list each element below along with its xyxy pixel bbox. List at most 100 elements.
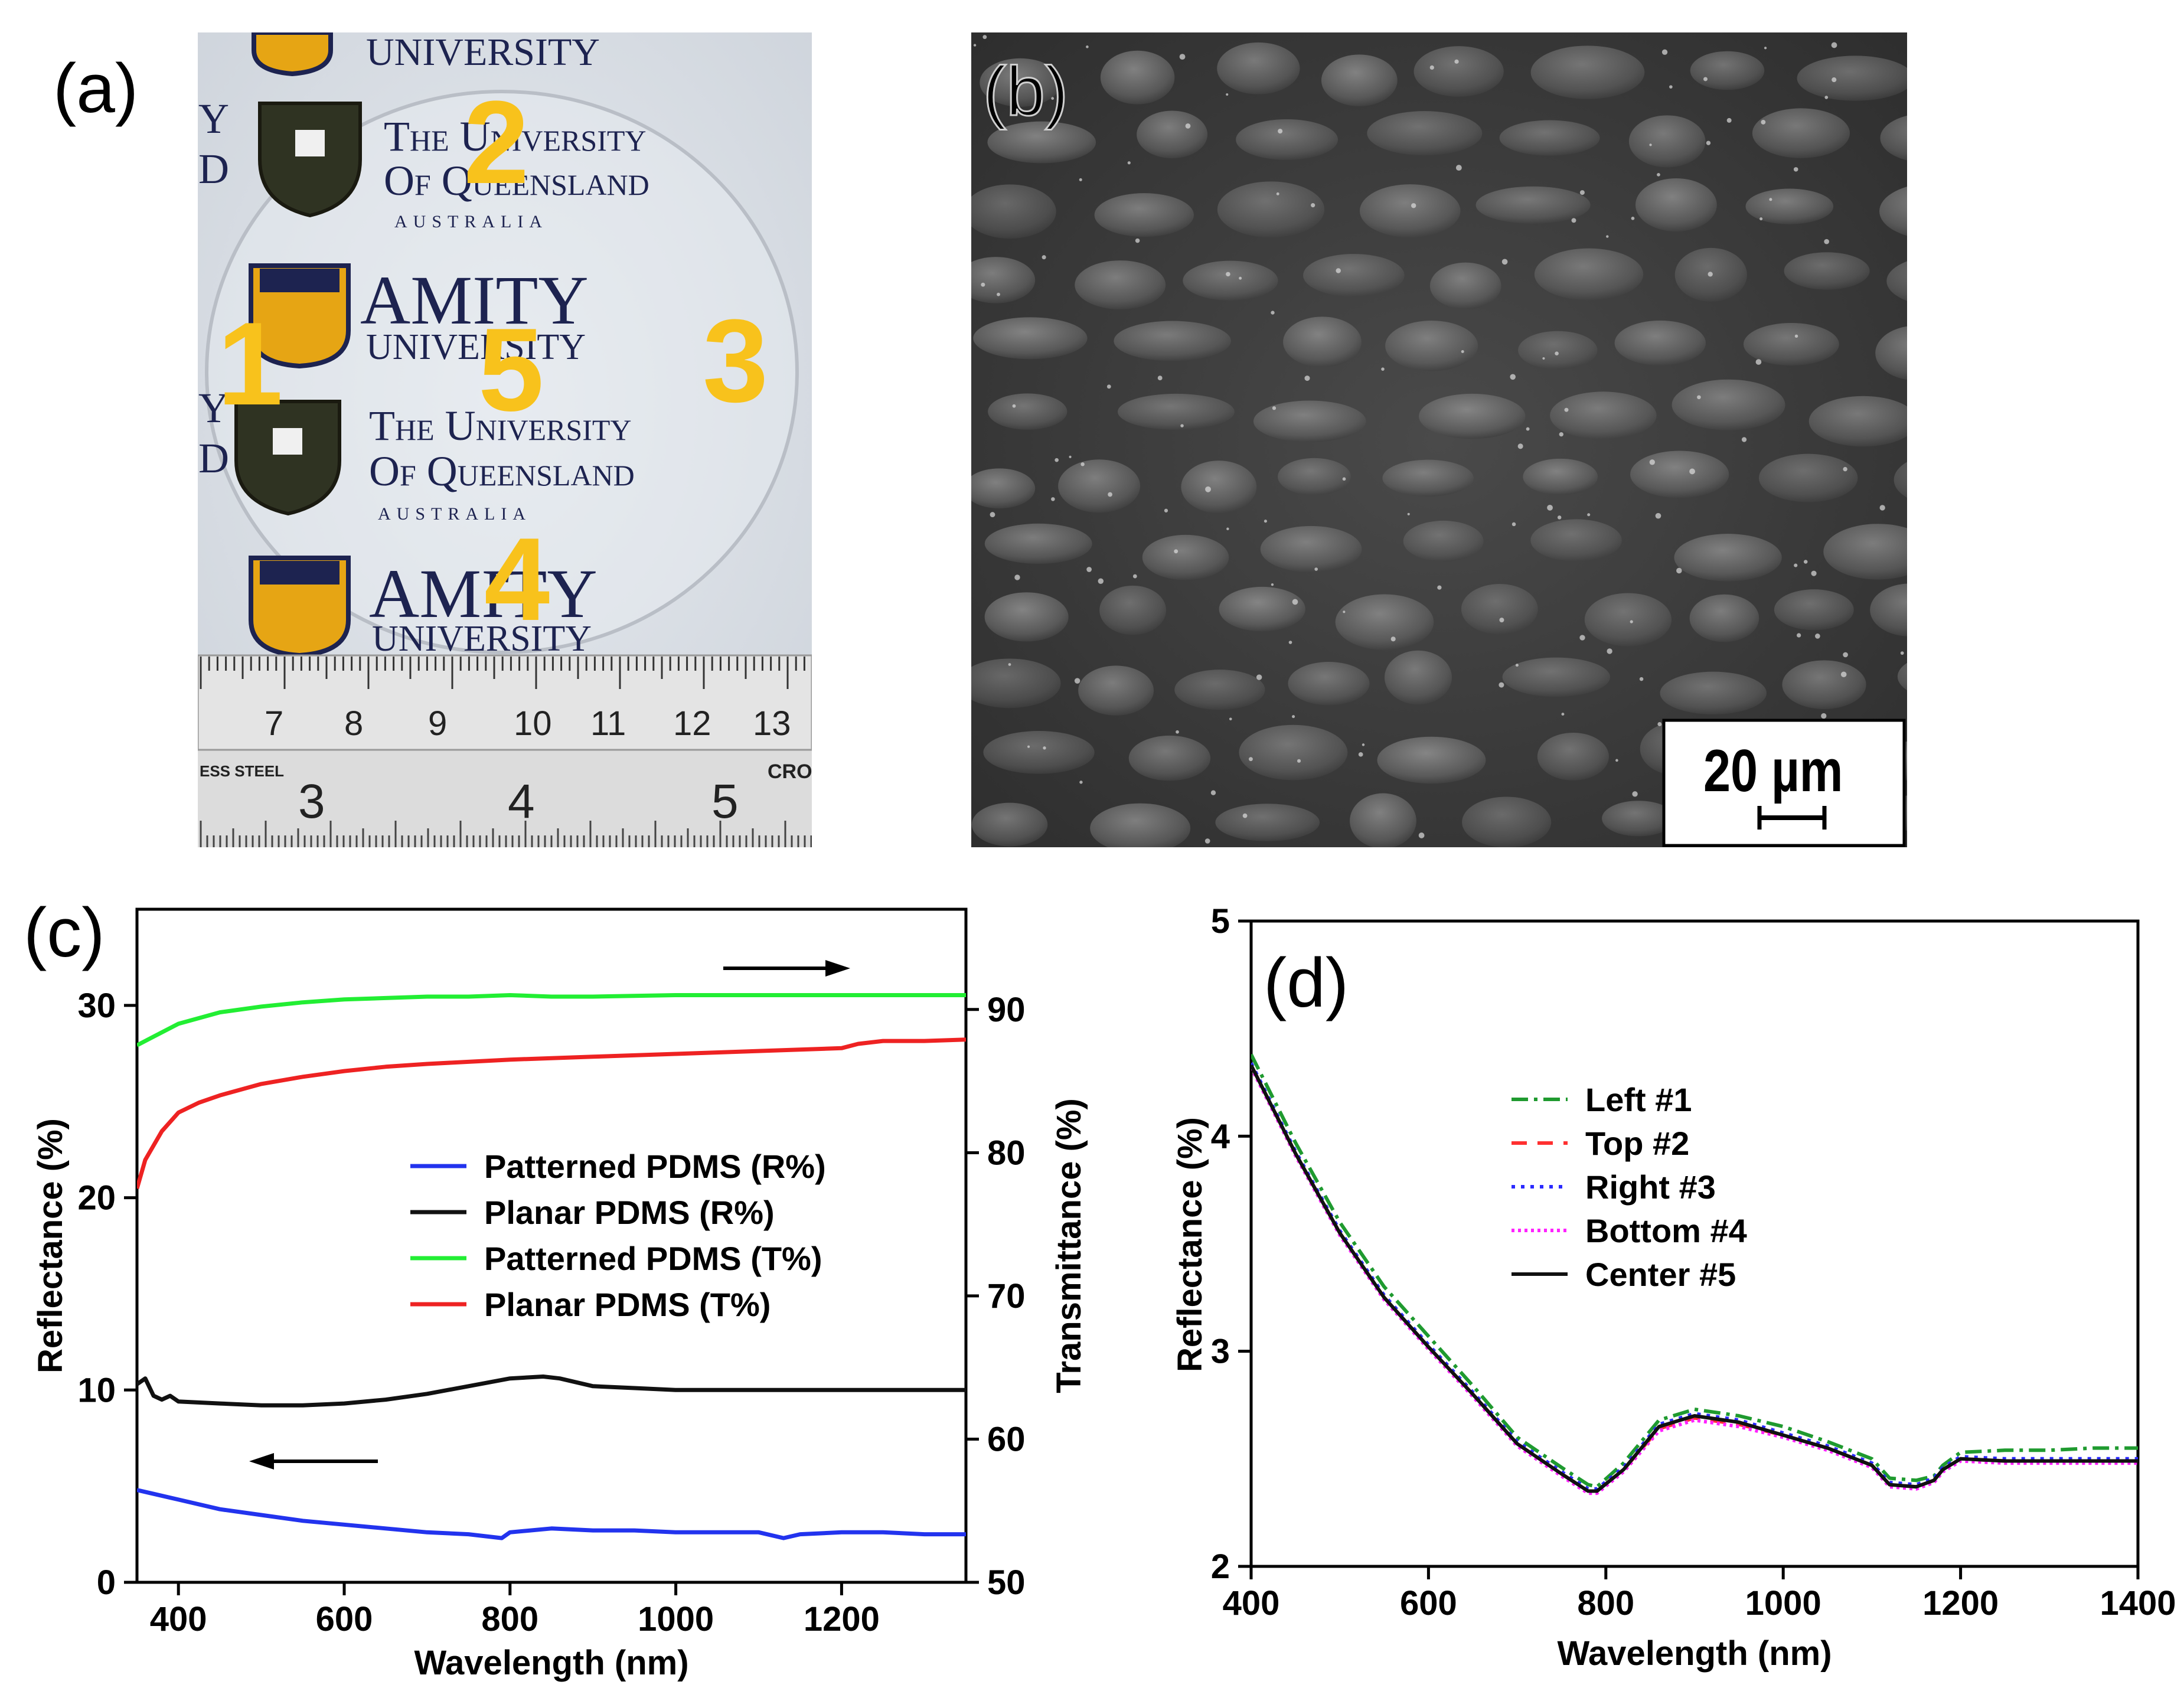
sem-speck <box>1079 178 1082 181</box>
x-tick-label: 1400 <box>2100 1584 2176 1622</box>
sem-speck <box>1547 504 1553 511</box>
sem-bump <box>1782 660 1866 710</box>
sem-speck <box>1630 620 1633 623</box>
sem-bump <box>1462 796 1552 847</box>
sem-bump <box>1752 108 1850 158</box>
sem-bump <box>1303 254 1405 297</box>
series-c <box>137 993 966 1540</box>
sem-speck <box>1437 585 1442 590</box>
panel-a: (a) UNIVERSITY The University Of Queensl… <box>53 32 812 847</box>
sem-bump <box>1367 111 1483 156</box>
svg-text:8: 8 <box>344 704 363 743</box>
sem-speck <box>1879 505 1885 511</box>
sem-speck <box>1127 161 1131 165</box>
sem-bump <box>1672 379 1785 430</box>
sem-speck <box>1407 512 1410 515</box>
y2-tick-label: 80 <box>987 1134 1026 1172</box>
sem-speck <box>1697 395 1701 400</box>
sem-speck <box>1226 272 1230 277</box>
sem-speck <box>1657 172 1660 177</box>
sem-speck <box>1526 427 1530 431</box>
y-axis-label-d: Reflectance (%) <box>1171 1117 1209 1372</box>
x-axis-label-d: Wavelength (nm) <box>1557 1634 1832 1673</box>
sem-speck <box>1843 652 1848 658</box>
position-marker-1: 1 <box>217 298 283 430</box>
axes-d: 400 600 800 1000 1200 1400 2 3 4 5 <box>1211 902 2176 1622</box>
sem-bump <box>1114 321 1231 361</box>
sem-bump <box>1690 51 1765 90</box>
svg-text:9: 9 <box>428 704 447 743</box>
sem-speck <box>990 512 995 518</box>
amity-logo-1: AMITY UNIVERSITY <box>249 262 589 369</box>
sem-bump <box>1745 188 1834 224</box>
sem-speck <box>1264 520 1267 523</box>
sem-speck <box>1314 567 1318 571</box>
sem-bump <box>1530 45 1645 99</box>
sem-bump <box>1174 670 1265 710</box>
svg-text:Of Queensland: Of Queensland <box>369 448 635 495</box>
sem-speck <box>1242 813 1248 818</box>
sem-speck <box>1271 311 1275 315</box>
sem-speck <box>1106 384 1111 389</box>
sem-bump <box>1743 322 1839 366</box>
sem-speck <box>1761 119 1766 125</box>
sem-speck <box>1900 651 1904 655</box>
sem-bump <box>1502 657 1611 697</box>
panel-b: (b) 20 µm <box>971 32 1907 847</box>
scale-bar-label: 20 µm <box>1703 737 1843 804</box>
sem-speck <box>1297 759 1301 763</box>
sem-speck <box>1831 42 1837 48</box>
sem-bump <box>1758 453 1858 502</box>
y-tick-label: 20 <box>77 1179 116 1217</box>
sem-speck <box>1239 276 1242 280</box>
sem-speck <box>1358 752 1363 757</box>
x-axis-label-c: Wavelength (nm) <box>414 1644 688 1682</box>
sample-photo: UNIVERSITY The University Of Queensland … <box>198 32 812 847</box>
sem-speck <box>1606 235 1609 238</box>
sem-speck <box>1311 203 1315 208</box>
sem-speck <box>1226 527 1229 531</box>
legend-label: Right #3 <box>1585 1168 1716 1206</box>
legend-label: Patterned PDMS (T%) <box>484 1240 822 1277</box>
sem-speck <box>1803 560 1808 564</box>
sem-speck <box>1555 351 1559 355</box>
sem-speck <box>1157 376 1163 381</box>
svg-text:Of Queensland: Of Queensland <box>384 157 649 204</box>
sem-speck <box>1794 563 1798 567</box>
y2-tick-label: 50 <box>987 1563 1026 1602</box>
sem-speck <box>1276 192 1279 195</box>
sem-bump <box>1385 321 1478 371</box>
sem-speck <box>1797 633 1801 638</box>
sem-bump <box>1870 583 1907 636</box>
sem-speck <box>1571 218 1576 223</box>
sem-bump <box>1219 586 1305 632</box>
position-marker-4: 4 <box>484 514 550 645</box>
sem-speck <box>1824 239 1830 244</box>
sem-speck <box>1499 618 1504 623</box>
panel-b-label: (b) <box>983 53 1068 130</box>
sem-speck <box>1689 468 1695 475</box>
sem-speck <box>1278 129 1283 134</box>
x-tick-label: 1200 <box>1922 1584 1999 1622</box>
sem-speck <box>1292 599 1298 605</box>
sem-speck <box>1204 838 1210 844</box>
sem-speck <box>1703 77 1708 81</box>
sem-speck <box>1454 59 1459 64</box>
series-line-3 <box>137 993 966 1047</box>
sem-speck <box>1655 512 1661 519</box>
series-d <box>1251 1053 2138 1496</box>
sem-speck <box>1205 486 1211 492</box>
sem-speck <box>1429 65 1434 70</box>
sem-speck <box>1069 455 1072 458</box>
svg-text:13: 13 <box>753 704 791 743</box>
sem-speck <box>1008 663 1011 666</box>
legend-label: Planar PDMS (R%) <box>484 1194 775 1231</box>
legend-label: Bottom #4 <box>1585 1212 1747 1249</box>
svg-text:AUSTRALIA: AUSTRALIA <box>394 212 548 231</box>
sem-bump <box>1377 736 1486 784</box>
sem-speck <box>1840 671 1847 677</box>
svg-text:AMITY: AMITY <box>360 262 589 339</box>
sem-speck <box>1639 677 1644 681</box>
sem-bump <box>1215 804 1320 841</box>
